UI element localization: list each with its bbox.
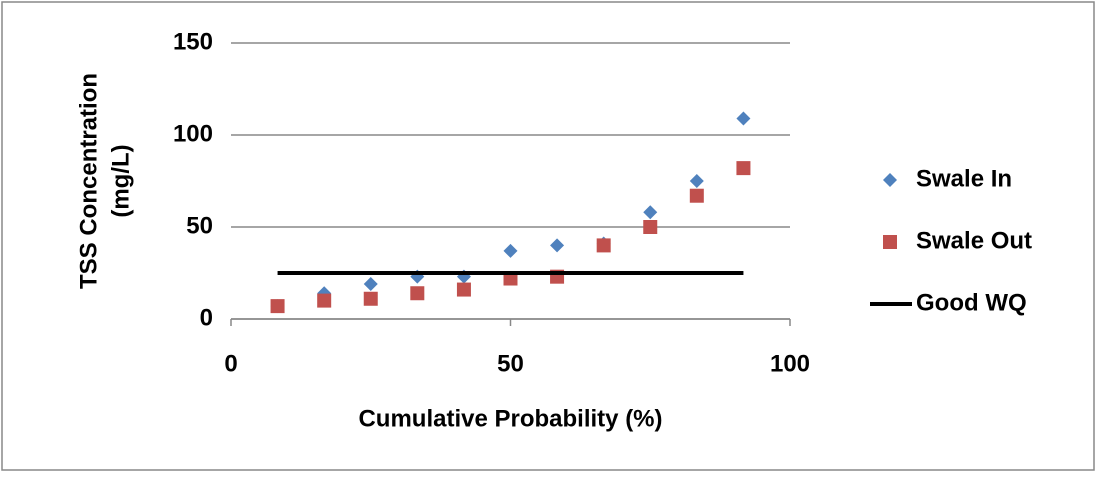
point bbox=[689, 188, 704, 203]
point bbox=[363, 291, 378, 306]
point bbox=[503, 271, 518, 286]
x-tick-label: 100 bbox=[770, 350, 810, 377]
y-tick-label: 150 bbox=[173, 28, 213, 55]
point bbox=[736, 111, 751, 126]
point bbox=[270, 299, 285, 314]
legend-label: Good WQ bbox=[916, 289, 1027, 316]
point bbox=[363, 277, 378, 292]
point bbox=[643, 220, 658, 234]
point bbox=[643, 205, 658, 220]
y-axis-title: (mg/L) bbox=[107, 144, 134, 217]
point bbox=[550, 238, 565, 253]
y-tick-label: 100 bbox=[173, 120, 213, 147]
x-axis-title: Cumulative Probability (%) bbox=[358, 405, 662, 432]
legend-swatch bbox=[883, 235, 897, 249]
point bbox=[736, 161, 751, 176]
point bbox=[410, 286, 425, 301]
y-tick-label: 50 bbox=[186, 212, 213, 239]
point bbox=[596, 238, 611, 253]
legend-label: Swale Out bbox=[916, 227, 1032, 254]
point bbox=[317, 293, 332, 308]
legend-swatch bbox=[883, 173, 897, 187]
point bbox=[689, 174, 704, 188]
y-axis-title: TSS Concentration bbox=[75, 73, 102, 289]
point bbox=[503, 243, 518, 258]
x-tick-label: 0 bbox=[224, 350, 237, 377]
legend-label: Swale In bbox=[916, 165, 1012, 192]
y-tick-label: 0 bbox=[200, 304, 213, 331]
point bbox=[456, 282, 471, 297]
x-tick-label: 50 bbox=[497, 350, 524, 377]
